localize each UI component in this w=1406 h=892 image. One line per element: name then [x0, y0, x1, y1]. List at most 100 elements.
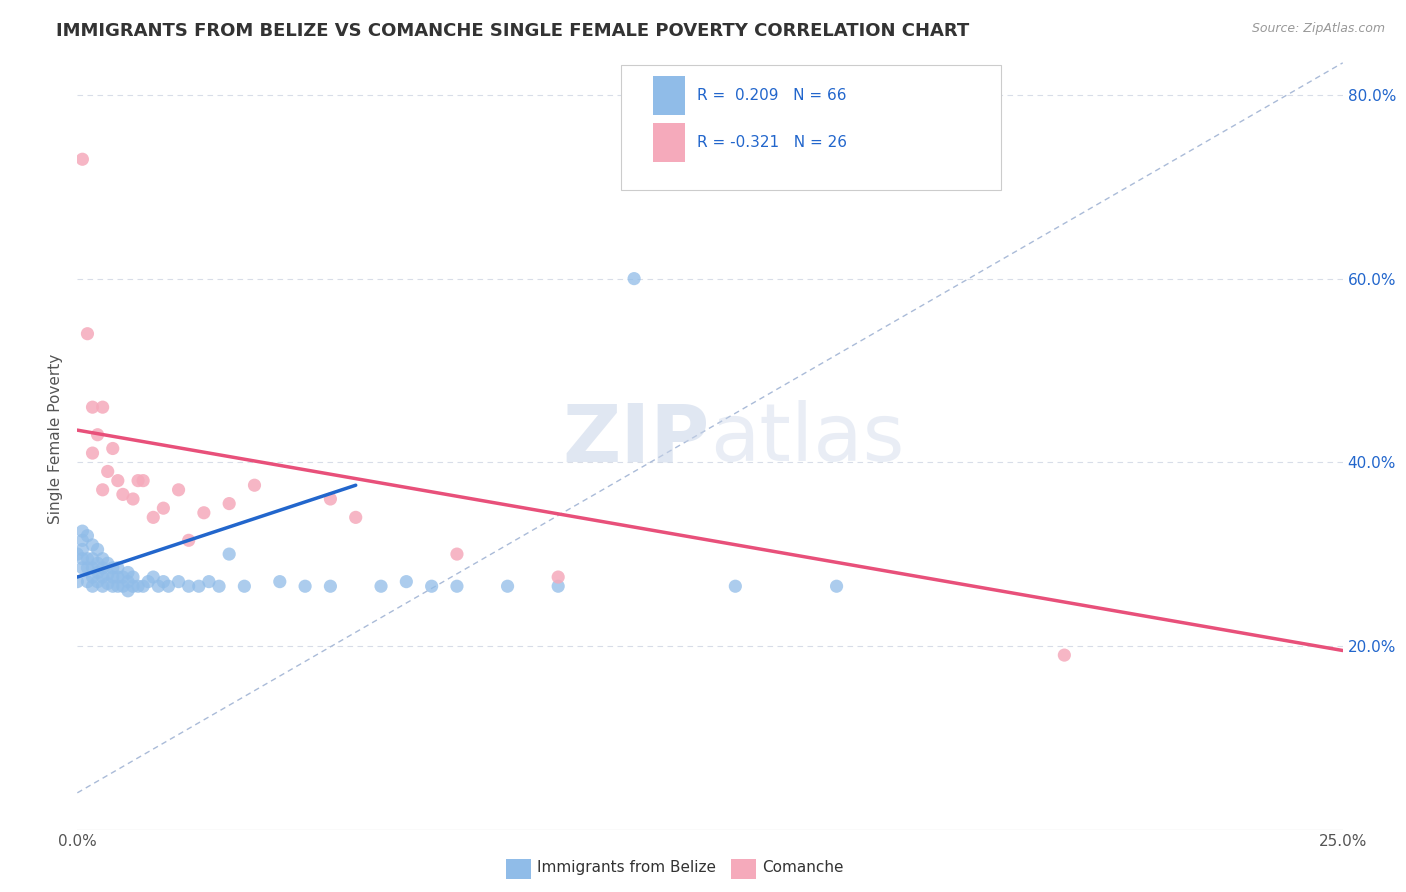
FancyBboxPatch shape [654, 123, 685, 162]
Point [72, 551, 94, 566]
Point [117, 583, 139, 598]
Point [76, 326, 98, 341]
Point [132, 474, 155, 488]
Point [66, 547, 89, 561]
Point [72, 524, 94, 538]
Point [344, 510, 367, 524]
Point [76, 574, 98, 589]
Point [152, 501, 174, 516]
Point [187, 579, 209, 593]
Point [269, 574, 291, 589]
Point [1053, 648, 1076, 662]
Point [233, 579, 256, 593]
Point [319, 579, 342, 593]
FancyBboxPatch shape [621, 65, 1001, 189]
Text: Source: ZipAtlas.com: Source: ZipAtlas.com [1251, 22, 1385, 36]
Text: atlas: atlas [710, 401, 904, 478]
Point [111, 579, 134, 593]
Point [136, 574, 159, 589]
Point [101, 561, 124, 575]
Point [496, 579, 519, 593]
Point [91, 579, 114, 593]
Point [101, 570, 124, 584]
Point [101, 442, 124, 456]
Point [142, 570, 165, 584]
Point [208, 579, 231, 593]
Text: R =  0.209   N = 66: R = 0.209 N = 66 [697, 88, 846, 103]
Point [86, 556, 108, 570]
Point [107, 474, 129, 488]
Point [97, 567, 120, 582]
Point [122, 570, 145, 584]
Point [446, 579, 468, 593]
Point [420, 579, 443, 593]
Point [319, 491, 342, 506]
Point [547, 579, 569, 593]
Point [370, 579, 392, 593]
Point [82, 446, 104, 460]
Point [86, 427, 108, 442]
Point [107, 579, 129, 593]
Point [72, 153, 94, 167]
Point [86, 566, 108, 580]
Point [97, 465, 120, 479]
Point [111, 570, 134, 584]
Point [395, 574, 418, 589]
Point [82, 570, 104, 584]
Point [82, 561, 104, 575]
Point [91, 551, 114, 566]
Point [82, 538, 104, 552]
Point [724, 579, 747, 593]
Point [177, 533, 200, 548]
Point [97, 576, 120, 591]
Point [142, 510, 165, 524]
Text: ZIP: ZIP [562, 401, 710, 478]
Point [218, 497, 240, 511]
Point [82, 579, 104, 593]
Point [167, 574, 190, 589]
Point [91, 570, 114, 584]
Point [446, 547, 468, 561]
Point [72, 542, 94, 557]
Point [294, 579, 316, 593]
Text: IMMIGRANTS FROM BELIZE VS COMANCHE SINGLE FEMALE POVERTY CORRELATION CHART: IMMIGRANTS FROM BELIZE VS COMANCHE SINGL… [56, 22, 970, 40]
Point [547, 570, 569, 584]
FancyBboxPatch shape [654, 77, 685, 115]
Point [72, 533, 94, 548]
Point [117, 566, 139, 580]
Point [111, 487, 134, 501]
Point [157, 579, 180, 593]
Point [117, 574, 139, 589]
Point [97, 556, 120, 570]
Point [218, 547, 240, 561]
Point [91, 561, 114, 575]
Point [127, 579, 149, 593]
Point [132, 579, 155, 593]
Point [122, 579, 145, 593]
Point [198, 574, 221, 589]
Point [76, 529, 98, 543]
Point [91, 483, 114, 497]
Point [107, 570, 129, 584]
Y-axis label: Single Female Poverty: Single Female Poverty [48, 354, 63, 524]
Point [193, 506, 215, 520]
Point [66, 574, 89, 589]
Point [76, 551, 98, 566]
Point [152, 574, 174, 589]
Point [86, 542, 108, 557]
Text: Comanche: Comanche [762, 860, 844, 874]
Point [148, 579, 170, 593]
Point [86, 574, 108, 589]
Point [243, 478, 266, 492]
Point [82, 400, 104, 414]
Point [167, 483, 190, 497]
Point [122, 491, 145, 506]
Text: R = -0.321   N = 26: R = -0.321 N = 26 [697, 136, 848, 150]
Point [623, 271, 645, 285]
Point [101, 579, 124, 593]
Point [82, 551, 104, 566]
Point [127, 474, 149, 488]
Text: Immigrants from Belize: Immigrants from Belize [537, 860, 716, 874]
Point [91, 400, 114, 414]
Point [825, 579, 848, 593]
